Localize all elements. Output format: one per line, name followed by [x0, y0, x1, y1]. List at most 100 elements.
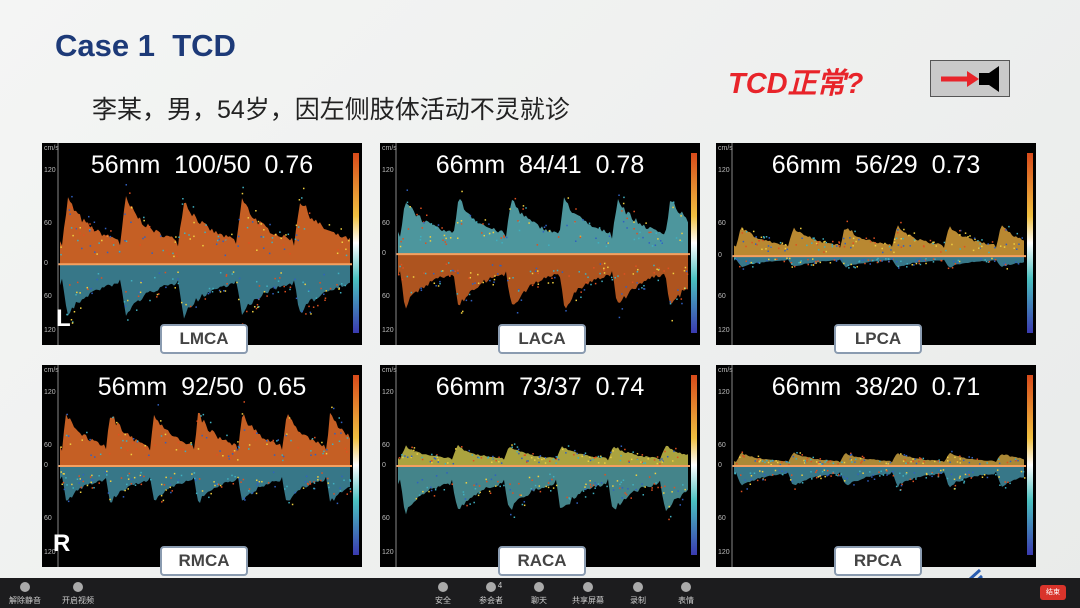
noise — [851, 461, 853, 463]
noise — [900, 246, 903, 248]
lower-spectrum — [398, 466, 688, 515]
noise — [72, 234, 74, 237]
toolbar-item[interactable]: 录制 — [630, 596, 646, 605]
noise — [803, 459, 805, 462]
noise — [837, 474, 840, 476]
noise — [124, 489, 126, 492]
noise — [997, 458, 1000, 461]
noise — [490, 478, 493, 481]
noise — [313, 482, 316, 484]
noise — [853, 484, 855, 486]
noise — [71, 195, 73, 198]
noise — [998, 476, 1000, 478]
upper-spectrum — [60, 196, 350, 265]
noise — [861, 455, 864, 458]
noise — [864, 262, 866, 265]
noise — [517, 290, 520, 292]
noise — [632, 451, 634, 453]
noise — [959, 229, 961, 232]
noise — [824, 461, 826, 463]
noise — [336, 502, 339, 505]
noise — [653, 483, 656, 485]
noise — [1009, 460, 1012, 463]
toolbar-item[interactable]: 解除静音 — [9, 596, 41, 605]
noise — [81, 478, 83, 481]
noise — [492, 231, 495, 234]
noise — [767, 250, 769, 252]
noise — [584, 496, 587, 498]
noise — [281, 454, 284, 456]
noise — [410, 291, 413, 294]
noise — [938, 459, 940, 461]
noise — [612, 485, 614, 487]
noise — [76, 281, 79, 284]
noise — [112, 244, 115, 246]
noise — [60, 246, 62, 248]
noise — [493, 281, 495, 283]
toolbar-item[interactable]: 开启视频 — [62, 596, 94, 605]
noise — [822, 238, 824, 240]
spectrum — [731, 143, 1033, 345]
noise — [659, 463, 661, 465]
noise — [338, 287, 340, 290]
noise — [495, 239, 498, 242]
noise — [439, 280, 441, 283]
noise — [231, 453, 234, 455]
noise — [648, 231, 650, 234]
noise — [940, 469, 942, 472]
noise — [918, 262, 920, 265]
noise — [825, 250, 828, 253]
noise — [131, 442, 134, 444]
noise — [349, 480, 352, 482]
noise — [130, 482, 133, 485]
noise — [445, 263, 448, 265]
noise — [911, 263, 914, 266]
noise — [664, 450, 666, 453]
toolbar-item[interactable]: 共享屏幕 — [572, 596, 604, 605]
noise — [827, 461, 829, 463]
axis-tick-label: 0 — [718, 462, 722, 469]
noise — [902, 460, 905, 462]
noise — [109, 480, 112, 482]
toolbar-item[interactable]: 表情 — [678, 596, 694, 605]
noise — [662, 460, 664, 462]
noise — [160, 435, 163, 437]
noise — [409, 206, 411, 208]
noise — [288, 417, 291, 419]
noise — [201, 490, 204, 492]
toolbar-item[interactable]: 安全 — [435, 596, 451, 605]
noise — [795, 244, 797, 246]
noise — [897, 244, 900, 246]
noise — [1013, 247, 1015, 250]
noise — [468, 449, 470, 452]
noise — [516, 450, 518, 453]
noise — [874, 244, 877, 247]
noise — [679, 504, 681, 506]
noise — [895, 485, 898, 488]
toolbar-item[interactable]: 聊天 — [531, 596, 547, 605]
noise — [180, 474, 183, 477]
arrow-button[interactable] — [930, 60, 1010, 97]
panel-header: 66mm 56/29 0.73 — [771, 151, 981, 179]
noise — [436, 454, 438, 456]
noise — [282, 459, 284, 462]
noise — [954, 484, 957, 487]
toolbar-item[interactable]: 参会者 — [479, 596, 503, 605]
end-button[interactable]: 结束 — [1040, 585, 1066, 600]
noise — [863, 459, 866, 462]
noise — [963, 480, 966, 483]
noise — [401, 278, 404, 281]
noise — [477, 494, 480, 497]
noise — [607, 242, 609, 244]
noise — [185, 303, 187, 306]
noise — [606, 485, 608, 488]
noise — [849, 237, 851, 239]
noise — [636, 282, 638, 284]
noise — [246, 310, 248, 313]
noise — [258, 480, 261, 483]
noise — [336, 252, 339, 255]
noise — [770, 246, 772, 248]
noise — [485, 478, 487, 481]
noise — [1003, 246, 1006, 248]
noise — [182, 197, 184, 200]
